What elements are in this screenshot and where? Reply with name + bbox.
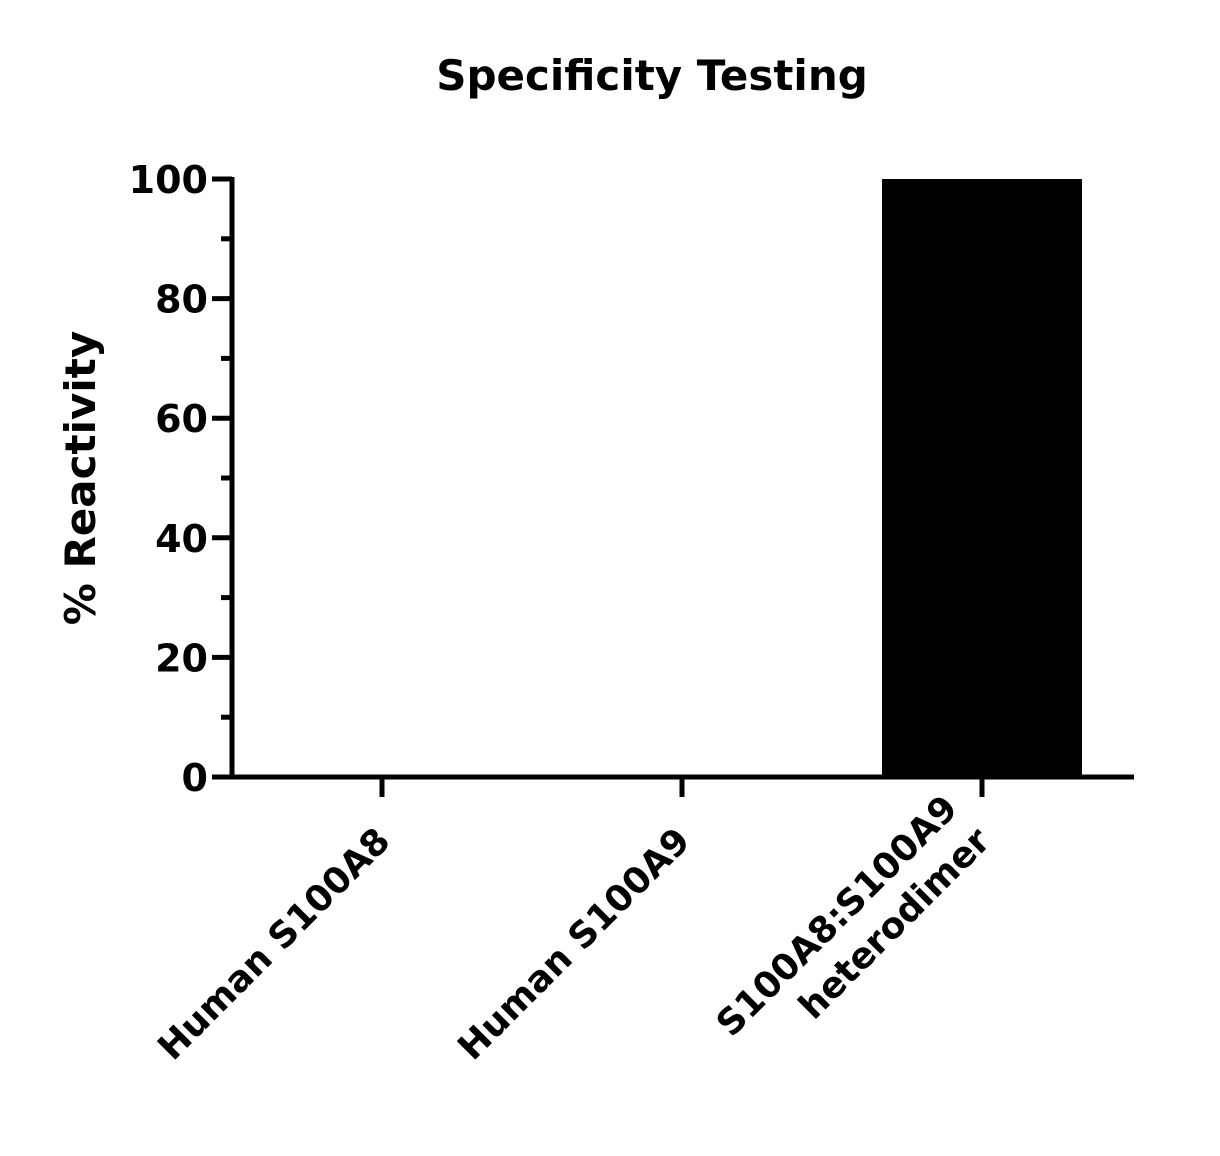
y-tick-label: 20: [155, 636, 208, 680]
y-tick-label: 60: [155, 397, 208, 441]
y-ticks-group: 0 20 40 60 80 100: [129, 158, 232, 800]
y-tick-label: 100: [129, 158, 208, 202]
y-axis-label: % Reactivity: [56, 331, 105, 625]
x-ticks-group: Human S100A8 Human S100A9 S100A8:S100A9het…: [150, 777, 999, 1068]
bars-group: [882, 179, 1082, 777]
x-tick-label: Human S100A9: [450, 820, 698, 1068]
y-tick-label: 40: [155, 517, 208, 561]
bar-3: [882, 179, 1082, 777]
chart-title: Specificity Testing: [436, 51, 868, 100]
y-tick-label: 80: [155, 278, 208, 322]
y-tick-label: 0: [182, 756, 208, 800]
x-tick-label: Human S100A8: [150, 820, 398, 1068]
